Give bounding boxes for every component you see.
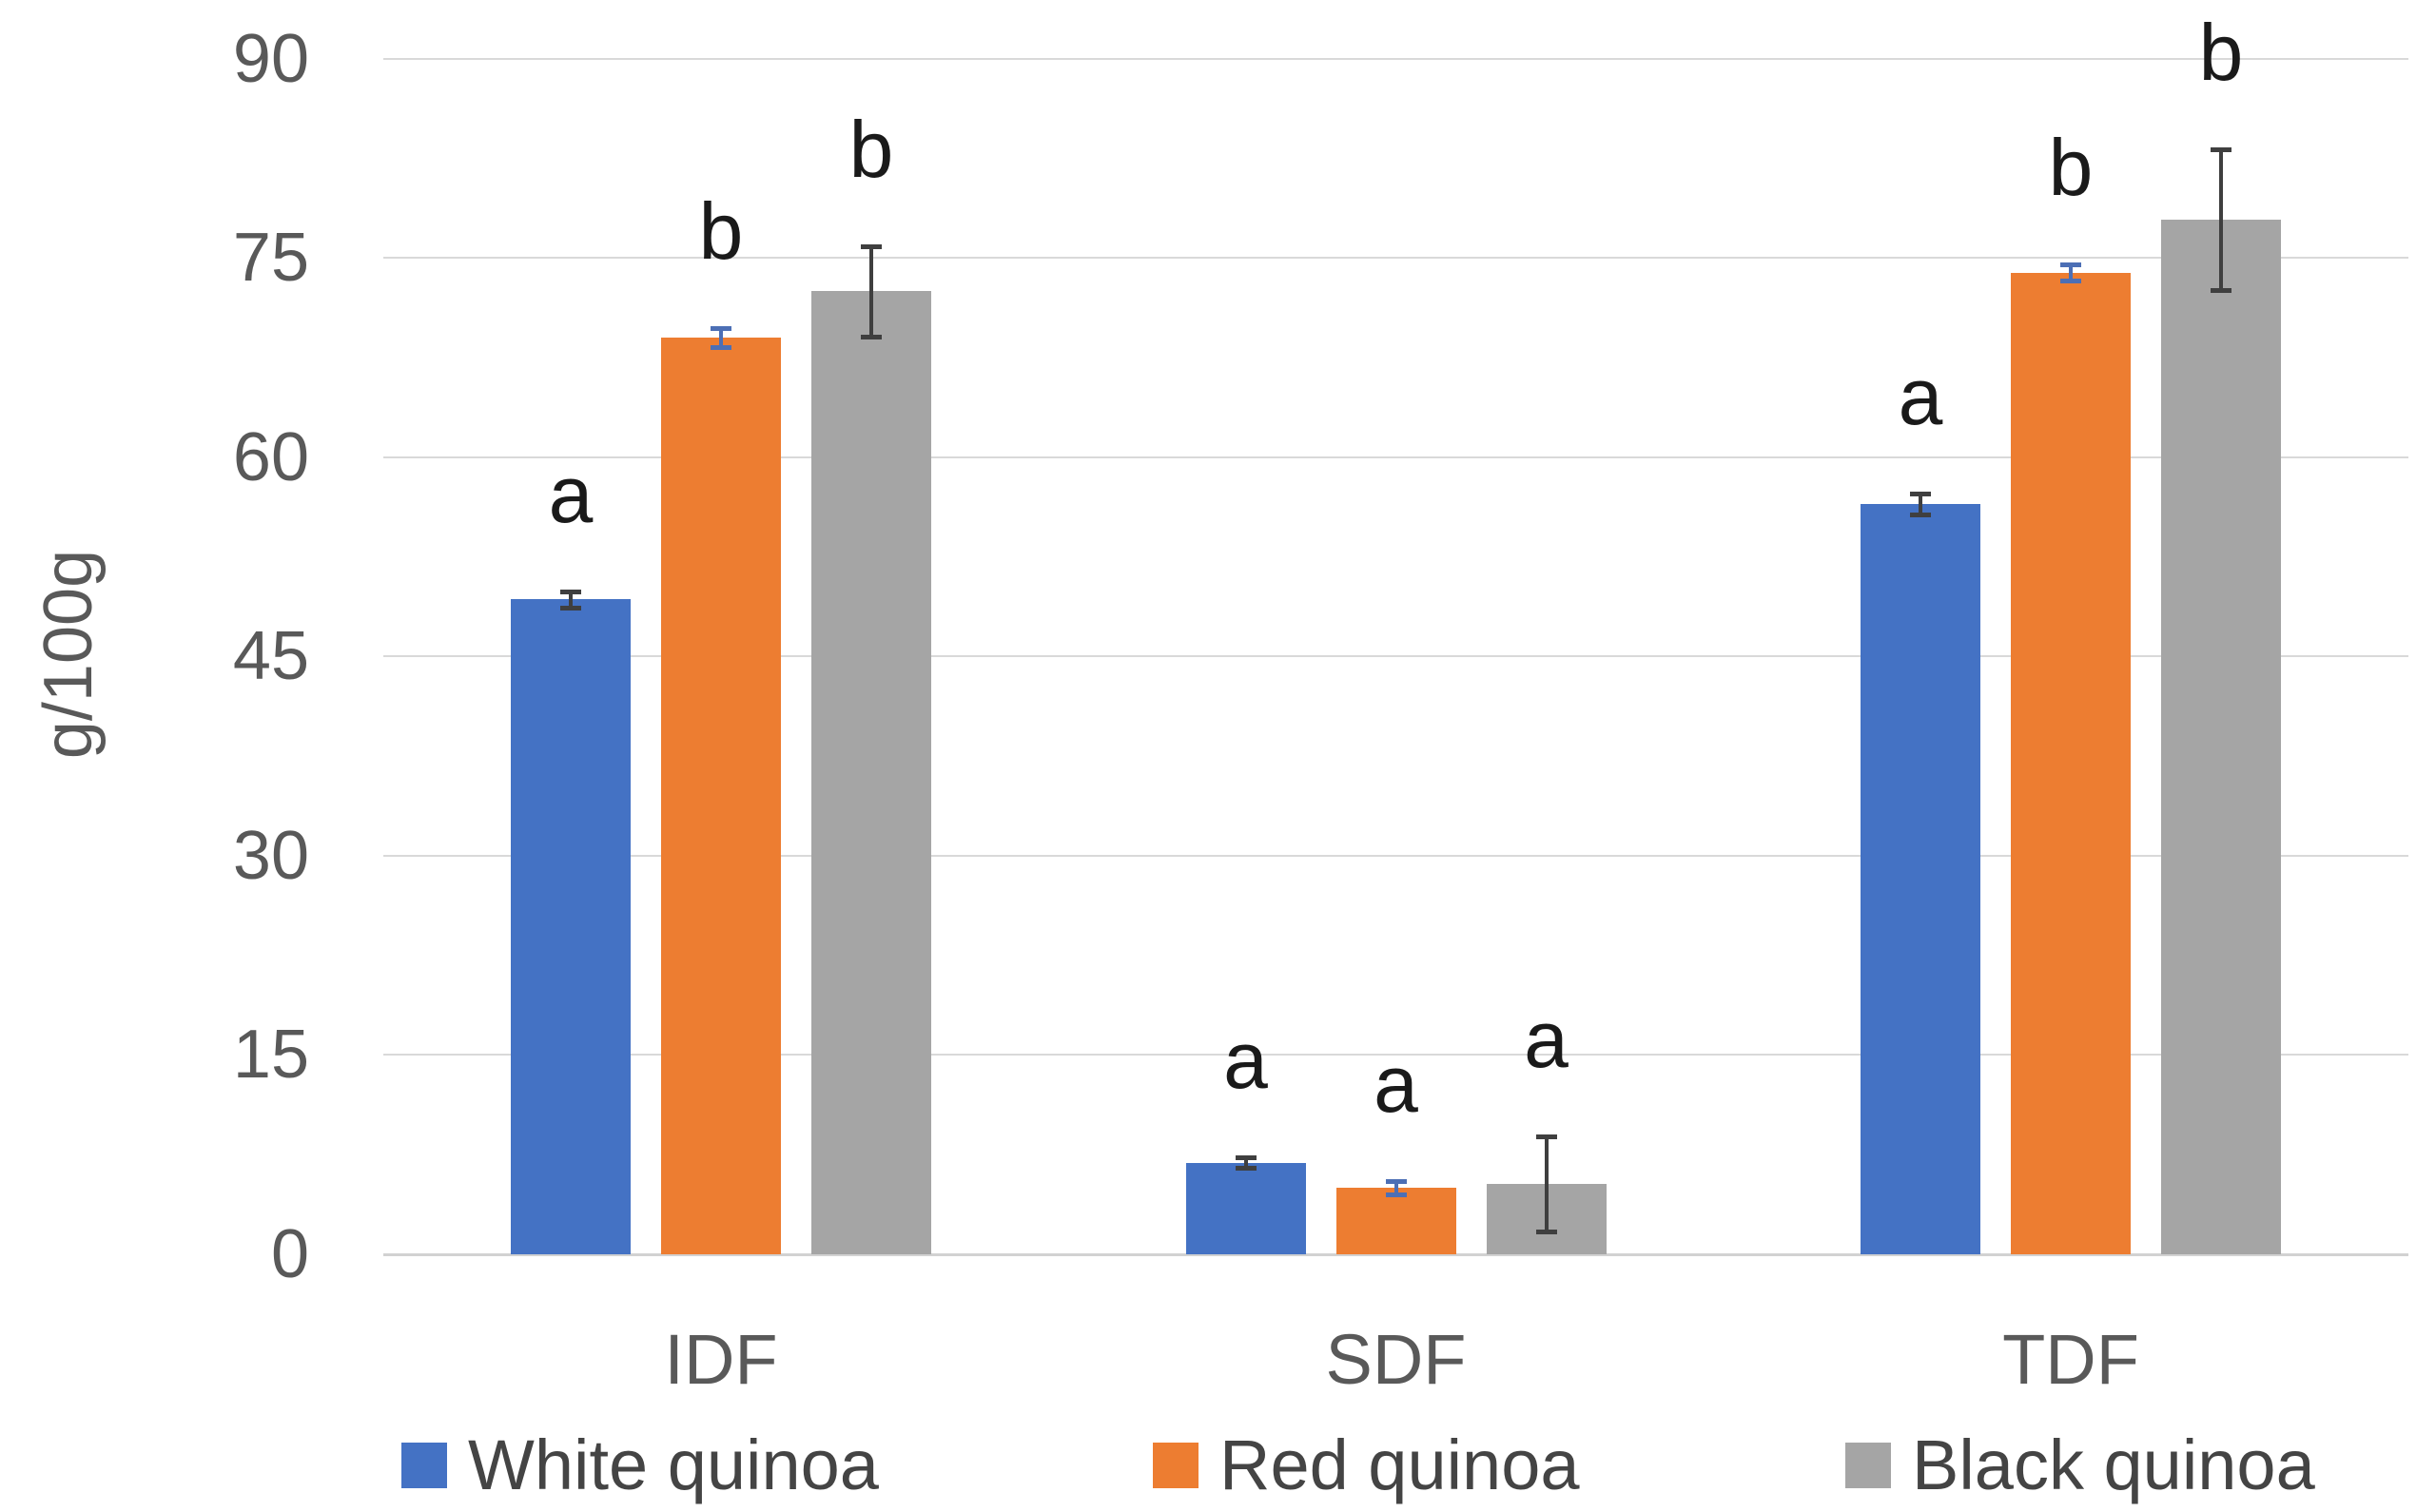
x-axis-line xyxy=(383,1253,2408,1256)
error-bar-black-idf xyxy=(869,245,873,337)
error-cap-top-white-idf xyxy=(560,589,581,594)
sig-letter-white-sdf: a xyxy=(1223,1016,1268,1106)
y-tick-15: 15 xyxy=(232,1017,309,1094)
y-tick-45: 45 xyxy=(232,618,309,695)
error-cap-bottom-white-sdf xyxy=(1235,1166,1257,1172)
gridline-45 xyxy=(383,655,2408,658)
error-bar-white-sdf xyxy=(1243,1157,1248,1169)
sig-letter-white-tdf: a xyxy=(1898,351,1943,441)
error-cap-top-black-sdf xyxy=(1535,1134,1557,1139)
bar-black-tdf xyxy=(2161,219,2281,1254)
x-label-idf: IDF xyxy=(664,1320,778,1399)
legend-label-red-quinoa: Red quinoa xyxy=(1219,1425,1580,1504)
sig-letter-white-idf: a xyxy=(548,449,594,539)
error-cap-bottom-red-tdf xyxy=(2060,278,2081,283)
bar-black-idf xyxy=(811,291,931,1254)
error-cap-bottom-red-sdf xyxy=(1385,1192,1407,1198)
bar-white-tdf xyxy=(1861,503,1980,1254)
sig-letter-black-tdf: b xyxy=(2198,7,2244,97)
sig-letter-black-sdf: a xyxy=(1524,994,1569,1084)
sig-letter-black-idf: b xyxy=(848,104,894,194)
legend-item-red-quinoa: Red quinoa xyxy=(1153,1428,1580,1502)
error-cap-top-red-sdf xyxy=(1385,1179,1407,1185)
legend-swatch-red-quinoa xyxy=(1153,1443,1199,1488)
x-label-sdf: SDF xyxy=(1325,1320,1467,1399)
error-cap-top-red-idf xyxy=(711,326,731,332)
error-bar-black-tdf xyxy=(2219,148,2223,290)
legend-swatch-white-quinoa xyxy=(401,1443,447,1488)
error-cap-top-red-tdf xyxy=(2060,262,2081,268)
bar-white-idf xyxy=(511,599,631,1254)
legend-swatch-black-quinoa xyxy=(1845,1443,1891,1488)
error-cap-top-white-sdf xyxy=(1235,1155,1257,1161)
gridline-90 xyxy=(383,57,2408,60)
error-cap-bottom-black-idf xyxy=(861,334,882,339)
error-cap-bottom-black-sdf xyxy=(1535,1230,1557,1235)
y-tick-60: 60 xyxy=(232,418,309,495)
error-cap-bottom-white-tdf xyxy=(1910,512,1931,517)
legend-item-white-quinoa: White quinoa xyxy=(401,1428,879,1502)
bar-white-sdf xyxy=(1185,1162,1306,1254)
error-bar-red-idf xyxy=(719,328,723,347)
legend-item-black-quinoa: Black quinoa xyxy=(1845,1428,2315,1502)
error-cap-bottom-red-idf xyxy=(711,344,731,350)
error-bar-black-sdf xyxy=(1544,1135,1549,1232)
error-cap-top-black-idf xyxy=(861,243,882,249)
legend-label-white-quinoa: White quinoa xyxy=(468,1425,879,1504)
error-bar-red-tdf xyxy=(2069,264,2073,281)
sig-letter-red-tdf: b xyxy=(2048,123,2094,213)
gridline-75 xyxy=(383,257,2408,260)
gridline-15 xyxy=(383,1054,2408,1056)
y-tick-90: 90 xyxy=(232,20,309,97)
bar-red-tdf xyxy=(2011,272,2131,1254)
error-cap-bottom-white-idf xyxy=(560,605,581,611)
error-bar-white-tdf xyxy=(1919,493,1922,514)
y-tick-30: 30 xyxy=(232,817,309,894)
error-cap-top-white-tdf xyxy=(1910,491,1931,496)
y-tick-75: 75 xyxy=(232,220,309,297)
error-cap-top-black-tdf xyxy=(2211,146,2231,152)
gridline-60 xyxy=(383,456,2408,458)
error-bar-white-idf xyxy=(569,591,573,608)
legend-label-black-quinoa: Black quinoa xyxy=(1912,1425,2315,1504)
y-tick-0: 0 xyxy=(270,1216,309,1292)
sig-letter-red-sdf: a xyxy=(1374,1039,1418,1130)
error-cap-bottom-black-tdf xyxy=(2211,287,2231,293)
error-bar-red-sdf xyxy=(1393,1181,1398,1195)
x-label-tdf: TDF xyxy=(2002,1320,2139,1399)
bar-red-sdf xyxy=(1335,1188,1456,1254)
sig-letter-red-idf: b xyxy=(698,186,744,277)
bar-red-idf xyxy=(661,338,781,1254)
gridline-30 xyxy=(383,854,2408,857)
